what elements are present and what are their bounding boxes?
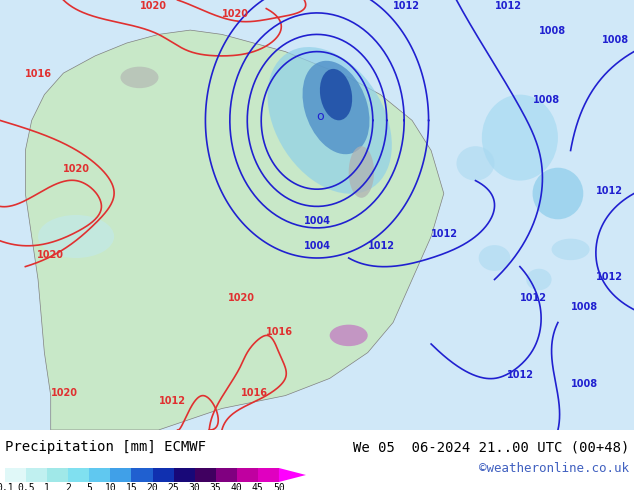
Ellipse shape <box>120 67 158 88</box>
Text: 1012: 1012 <box>507 370 534 380</box>
Ellipse shape <box>349 146 374 198</box>
Polygon shape <box>47 468 68 482</box>
Polygon shape <box>25 30 444 430</box>
Polygon shape <box>153 468 174 482</box>
Ellipse shape <box>552 239 590 260</box>
Text: 1020: 1020 <box>63 164 89 174</box>
Ellipse shape <box>268 47 392 194</box>
Polygon shape <box>0 0 634 430</box>
Text: 1008: 1008 <box>602 35 630 45</box>
Polygon shape <box>5 468 26 482</box>
Text: 25: 25 <box>168 483 179 490</box>
Text: 1012: 1012 <box>596 186 623 196</box>
Polygon shape <box>131 468 153 482</box>
Text: 0.5: 0.5 <box>17 483 35 490</box>
Text: 45: 45 <box>252 483 264 490</box>
Polygon shape <box>174 468 195 482</box>
Polygon shape <box>216 468 236 482</box>
Text: Precipitation [mm] ECMWF: Precipitation [mm] ECMWF <box>5 440 206 454</box>
Polygon shape <box>195 468 216 482</box>
Polygon shape <box>110 468 131 482</box>
Polygon shape <box>236 468 258 482</box>
Ellipse shape <box>320 69 352 121</box>
Ellipse shape <box>302 61 370 154</box>
Text: 1020: 1020 <box>228 293 256 303</box>
Text: 1012: 1012 <box>158 396 186 406</box>
Text: We 05  06-2024 21..00 UTC (00+48): We 05 06-2024 21..00 UTC (00+48) <box>353 440 629 454</box>
Text: 1012: 1012 <box>495 0 522 11</box>
Text: 1016: 1016 <box>266 327 294 338</box>
Ellipse shape <box>330 325 368 346</box>
Text: ©weatheronline.co.uk: ©weatheronline.co.uk <box>479 462 629 475</box>
Text: 2: 2 <box>65 483 71 490</box>
Text: 10: 10 <box>105 483 116 490</box>
Text: 40: 40 <box>231 483 243 490</box>
Ellipse shape <box>479 245 510 271</box>
Polygon shape <box>26 468 47 482</box>
Text: 20: 20 <box>146 483 158 490</box>
Ellipse shape <box>482 95 558 181</box>
Text: 30: 30 <box>189 483 200 490</box>
Polygon shape <box>279 468 306 482</box>
Text: 1016: 1016 <box>25 70 53 79</box>
Ellipse shape <box>456 146 495 181</box>
Ellipse shape <box>533 168 583 220</box>
Text: 1012: 1012 <box>596 271 623 281</box>
Text: 5: 5 <box>86 483 92 490</box>
Text: 1020: 1020 <box>37 250 64 260</box>
Text: 1: 1 <box>44 483 50 490</box>
Text: 1008: 1008 <box>533 95 560 105</box>
Text: 1020: 1020 <box>51 388 78 397</box>
Ellipse shape <box>526 269 552 290</box>
Text: 1012: 1012 <box>431 228 458 239</box>
Text: 1008: 1008 <box>571 302 598 312</box>
Text: 15: 15 <box>126 483 138 490</box>
Polygon shape <box>258 468 279 482</box>
Text: 35: 35 <box>210 483 222 490</box>
Text: 1008: 1008 <box>571 379 598 389</box>
Text: 1020: 1020 <box>222 9 249 19</box>
Text: 50: 50 <box>273 483 285 490</box>
Text: 1016: 1016 <box>241 388 268 397</box>
Polygon shape <box>68 468 89 482</box>
Text: 1020: 1020 <box>139 0 167 11</box>
Polygon shape <box>89 468 110 482</box>
Text: 1012: 1012 <box>393 0 420 11</box>
Text: 1004: 1004 <box>304 242 330 251</box>
Text: 1004: 1004 <box>304 216 330 225</box>
Text: 1012: 1012 <box>368 242 395 251</box>
Text: 1012: 1012 <box>520 293 547 303</box>
Text: o: o <box>316 110 324 123</box>
Text: 1008: 1008 <box>539 26 566 36</box>
Text: 0.1: 0.1 <box>0 483 14 490</box>
Ellipse shape <box>38 215 114 258</box>
